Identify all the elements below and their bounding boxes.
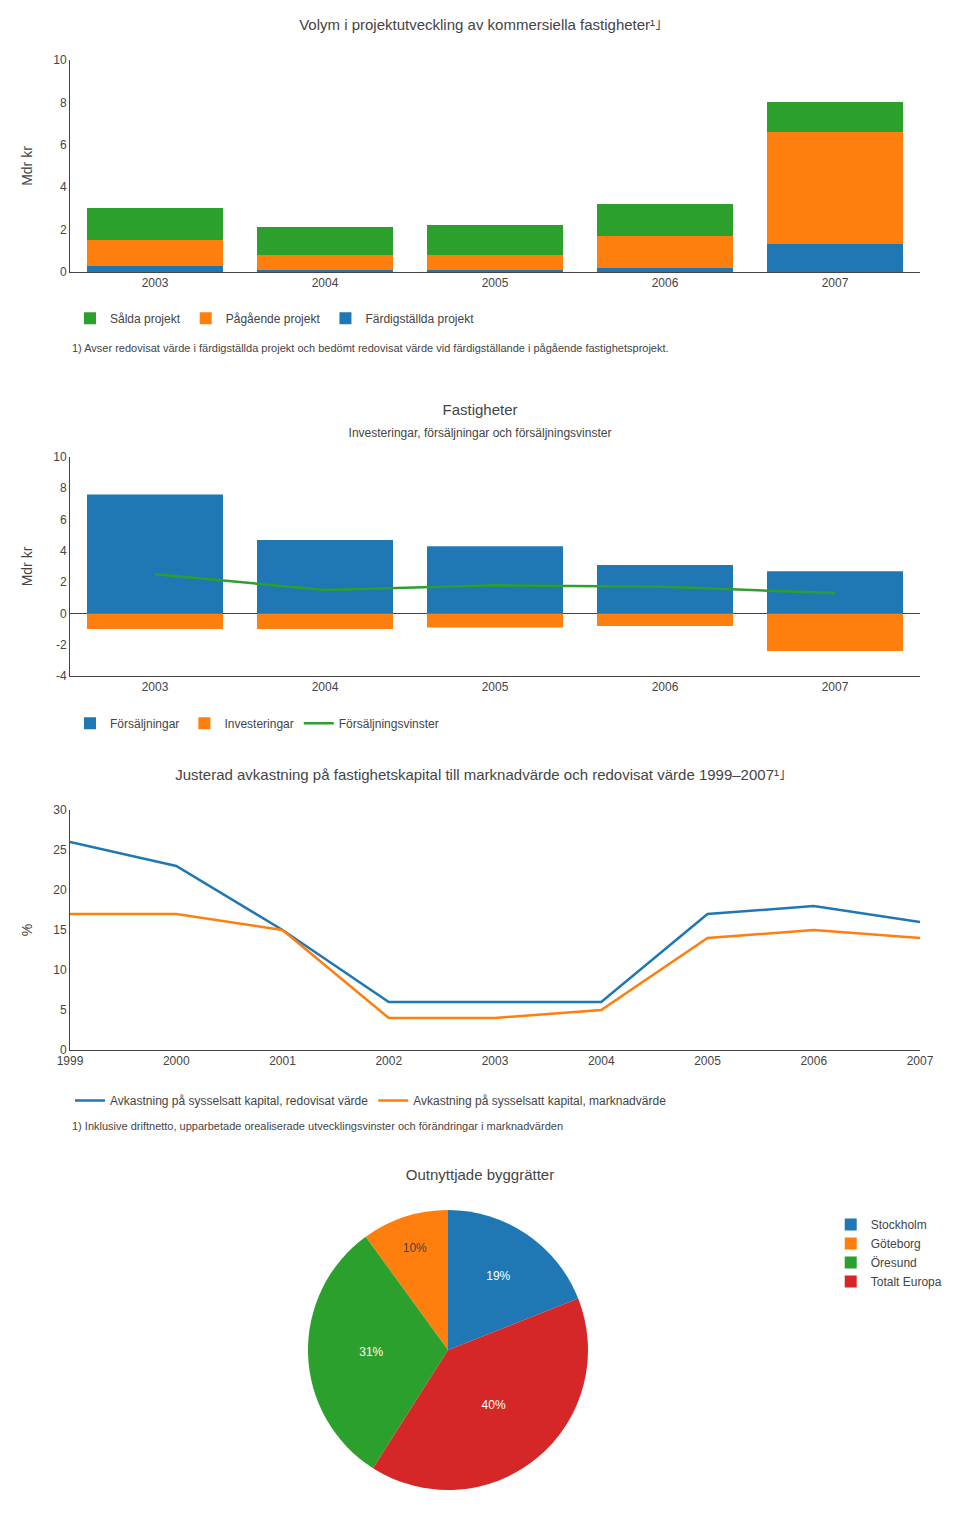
svg-text:Justerad avkastning på fastigh: Justerad avkastning på fastighetskapital… <box>175 766 784 783</box>
svg-text:2006: 2006 <box>652 276 679 290</box>
svg-text:Försäljningar: Försäljningar <box>110 717 179 731</box>
svg-text:2003: 2003 <box>482 1054 509 1068</box>
svg-text:1) Inklusive driftnetto, uppar: 1) Inklusive driftnetto, upparbetade ore… <box>72 1120 563 1132</box>
svg-text:2005: 2005 <box>482 276 509 290</box>
svg-text:Försäljningsvinster: Försäljningsvinster <box>339 717 439 731</box>
svg-text:19%: 19% <box>486 1269 510 1283</box>
svg-text:2000: 2000 <box>163 1054 190 1068</box>
svg-text:1) Avser redovisat värde i fär: 1) Avser redovisat värde i färdigställda… <box>72 342 669 354</box>
svg-text:Öresund: Öresund <box>871 1256 917 1270</box>
svg-text:Fastigheter: Fastigheter <box>442 401 517 418</box>
svg-text:2003: 2003 <box>142 680 169 694</box>
svg-text:2006: 2006 <box>652 680 679 694</box>
svg-text:10: 10 <box>53 963 67 977</box>
svg-text:0: 0 <box>60 1043 67 1057</box>
svg-text:40%: 40% <box>482 1398 506 1412</box>
svg-text:8: 8 <box>60 96 67 110</box>
svg-text:2002: 2002 <box>375 1054 402 1068</box>
svg-text:2004: 2004 <box>312 276 339 290</box>
svg-text:2001: 2001 <box>269 1054 296 1068</box>
svg-text:2006: 2006 <box>800 1054 827 1068</box>
svg-text:10%: 10% <box>403 1241 427 1255</box>
svg-text:2007: 2007 <box>822 680 849 694</box>
svg-text:Mdr kr: Mdr kr <box>19 546 35 586</box>
svg-text:2005: 2005 <box>482 680 509 694</box>
svg-text:Sålda projekt: Sålda projekt <box>110 312 181 326</box>
svg-text:2004: 2004 <box>588 1054 615 1068</box>
svg-text:15: 15 <box>53 923 67 937</box>
svg-text:25: 25 <box>53 843 67 857</box>
svg-text:2007: 2007 <box>907 1054 934 1068</box>
svg-text:10: 10 <box>53 450 67 464</box>
svg-text:31%: 31% <box>359 1345 383 1359</box>
svg-text:0: 0 <box>60 265 67 279</box>
svg-text:2005: 2005 <box>694 1054 721 1068</box>
svg-text:1999: 1999 <box>57 1054 84 1068</box>
svg-text:Investeringar, försäljningar o: Investeringar, försäljningar och försälj… <box>349 426 612 440</box>
svg-text:0: 0 <box>60 607 67 621</box>
svg-text:2: 2 <box>60 575 67 589</box>
svg-text:Färdigställda projekt: Färdigställda projekt <box>365 312 474 326</box>
svg-text:Pågående projekt: Pågående projekt <box>226 312 321 326</box>
svg-text:10: 10 <box>53 53 67 67</box>
svg-text:Avkastning på sysselsatt kapit: Avkastning på sysselsatt kapital, redovi… <box>110 1094 368 1108</box>
svg-text:Volym i projektutveckling av k: Volym i projektutveckling av kommersiell… <box>299 16 661 33</box>
svg-text:-2: -2 <box>56 638 67 652</box>
svg-text:30: 30 <box>53 803 67 817</box>
svg-text:8: 8 <box>60 481 67 495</box>
svg-text:-4: -4 <box>56 669 67 683</box>
svg-text:Investeringar: Investeringar <box>224 717 293 731</box>
svg-text:5: 5 <box>60 1003 67 1017</box>
svg-text:Avkastning på sysselsatt kapit: Avkastning på sysselsatt kapital, markna… <box>413 1094 666 1108</box>
svg-text:Stockholm: Stockholm <box>871 1218 927 1232</box>
svg-text:6: 6 <box>60 138 67 152</box>
svg-text:4: 4 <box>60 180 67 194</box>
svg-text:Göteborg: Göteborg <box>871 1237 921 1251</box>
svg-text:2004: 2004 <box>312 680 339 694</box>
svg-text:2: 2 <box>60 223 67 237</box>
svg-text:Outnyttjade byggrätter: Outnyttjade byggrätter <box>406 1166 554 1183</box>
svg-text:%: % <box>19 924 35 936</box>
svg-text:Mdr kr: Mdr kr <box>19 146 35 186</box>
svg-text:2003: 2003 <box>142 276 169 290</box>
svg-text:Totalt Europa: Totalt Europa <box>871 1275 942 1289</box>
svg-text:6: 6 <box>60 513 67 527</box>
svg-text:4: 4 <box>60 544 67 558</box>
svg-text:2007: 2007 <box>822 276 849 290</box>
svg-text:20: 20 <box>53 883 67 897</box>
